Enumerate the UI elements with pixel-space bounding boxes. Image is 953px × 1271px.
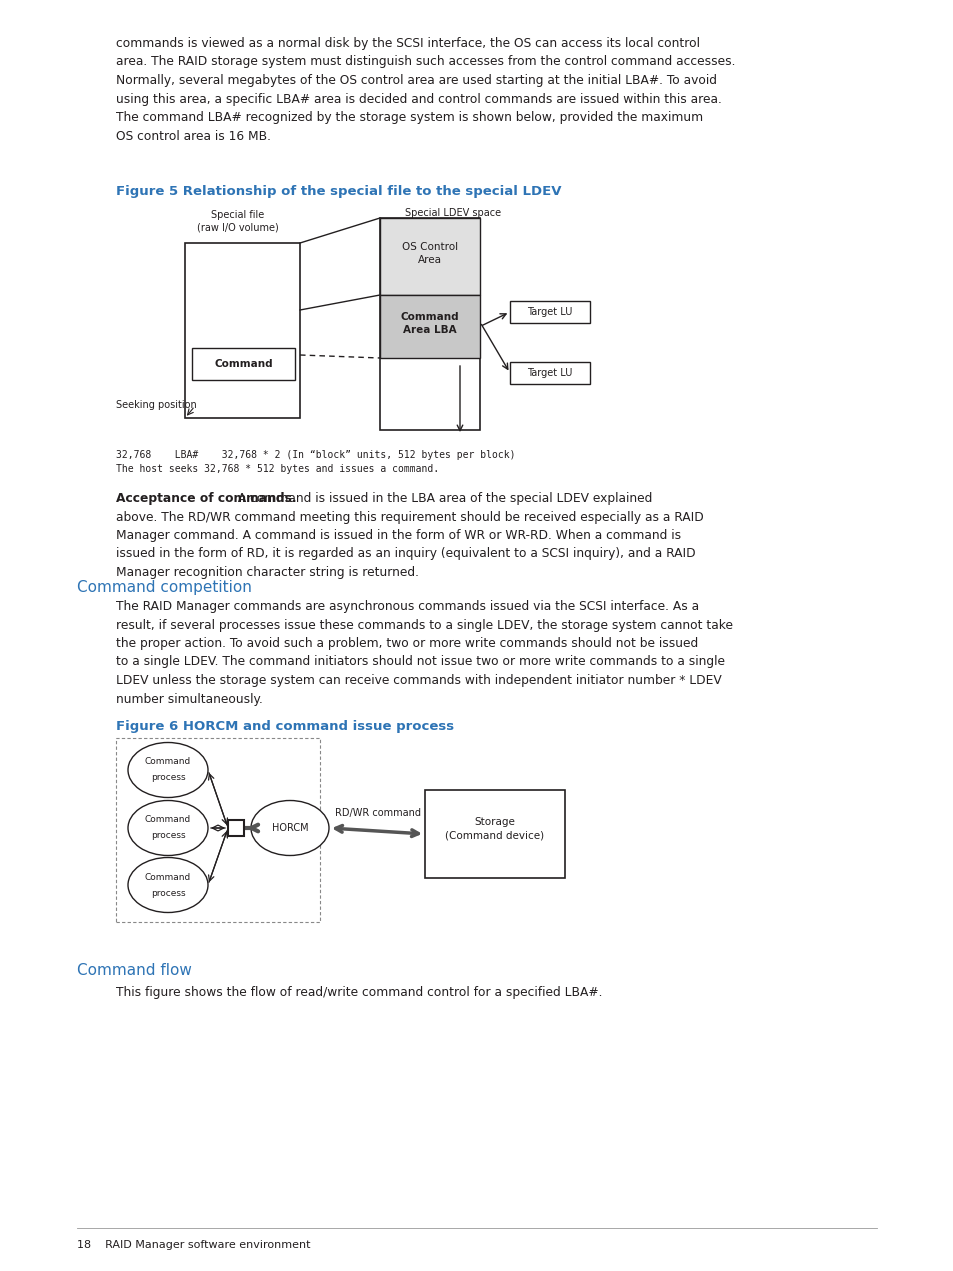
Text: commands is viewed as a normal disk by the SCSI interface, the OS can access its: commands is viewed as a normal disk by t… [116,37,700,50]
Text: Command: Command [145,816,191,825]
Text: Special file: Special file [212,210,264,220]
Text: The host seeks 32,768 * 512 bytes and issues a command.: The host seeks 32,768 * 512 bytes and is… [116,464,438,474]
Text: Normally, several megabytes of the OS control area are used starting at the init: Normally, several megabytes of the OS co… [116,74,717,86]
Text: Seeking position: Seeking position [116,400,196,411]
Text: to a single LDEV. The command initiators should not issue two or more write comm: to a single LDEV. The command initiators… [116,656,724,669]
Bar [116,738,319,921]
Bar [379,219,479,295]
Text: Command: Command [214,358,273,369]
Text: 18    RAID Manager software environment: 18 RAID Manager software environment [77,1240,310,1249]
Text: process: process [151,888,185,897]
Text: process: process [151,774,185,783]
Ellipse shape [128,801,208,855]
Text: result, if several processes issue these commands to a single LDEV, the storage : result, if several processes issue these… [116,619,732,632]
Text: Manager recognition character string is returned.: Manager recognition character string is … [116,566,418,580]
Text: The command LBA# recognized by the storage system is shown below, provided the m: The command LBA# recognized by the stora… [116,111,702,125]
Text: above. The RD/WR command meeting this requirement should be received especially : above. The RD/WR command meeting this re… [116,511,703,524]
Text: A command is issued in the LBA area of the special LDEV explained: A command is issued in the LBA area of t… [233,492,652,505]
Text: This figure shows the flow of read/write command control for a specified LBA#.: This figure shows the flow of read/write… [116,986,602,999]
Bar [185,243,299,418]
Text: Figure 6 HORCM and command issue process: Figure 6 HORCM and command issue process [116,719,454,733]
Text: Command competition: Command competition [77,580,252,595]
Text: OS Control
Area: OS Control Area [401,241,457,266]
Bar [379,295,479,358]
Ellipse shape [128,742,208,797]
Bar [192,348,294,380]
Text: Command: Command [145,872,191,882]
Text: the proper action. To avoid such a problem, two or more write commands should no: the proper action. To avoid such a probl… [116,637,698,649]
Text: (raw I/O volume): (raw I/O volume) [197,222,278,233]
Text: using this area, a specific LBA# area is decided and control commands are issued: using this area, a specific LBA# area is… [116,93,721,105]
Text: Command flow: Command flow [77,963,192,977]
Text: Target LU: Target LU [527,369,572,377]
Bar [510,362,589,384]
Text: OS control area is 16 MB.: OS control area is 16 MB. [116,130,271,142]
Text: LDEV unless the storage system can receive commands with independent initiator n: LDEV unless the storage system can recei… [116,674,721,688]
Text: number simultaneously.: number simultaneously. [116,693,263,705]
Bar [510,301,589,323]
Ellipse shape [251,801,329,855]
Text: RD/WR command: RD/WR command [335,808,420,819]
Text: Command: Command [145,758,191,766]
Text: issued in the form of RD, it is regarded as an inquiry (equivalent to a SCSI inq: issued in the form of RD, it is regarded… [116,548,695,561]
Text: Command
Area LBA: Command Area LBA [400,311,458,336]
Text: process: process [151,831,185,840]
Bar [379,219,479,430]
Text: Acceptance of commands.: Acceptance of commands. [116,492,296,505]
Text: HORCM: HORCM [272,824,308,833]
Text: Special LDEV space: Special LDEV space [404,208,500,219]
Bar [424,791,564,878]
Text: Figure 5 Relationship of the special file to the special LDEV: Figure 5 Relationship of the special fil… [116,186,561,198]
Text: area. The RAID storage system must distinguish such accesses from the control co: area. The RAID storage system must disti… [116,56,735,69]
Text: Manager command. A command is issued in the form of WR or WR-RD. When a command : Manager command. A command is issued in … [116,529,680,541]
Text: The RAID Manager commands are asynchronous commands issued via the SCSI interfac: The RAID Manager commands are asynchrono… [116,600,699,613]
Text: 32,768    LBA#    32,768 * 2 (In “block” units, 512 bytes per block): 32,768 LBA# 32,768 * 2 (In “block” units… [116,450,515,460]
Text: Target LU: Target LU [527,308,572,316]
Bar [228,820,244,836]
Ellipse shape [128,858,208,913]
Text: Storage
(Command device): Storage (Command device) [445,817,544,840]
